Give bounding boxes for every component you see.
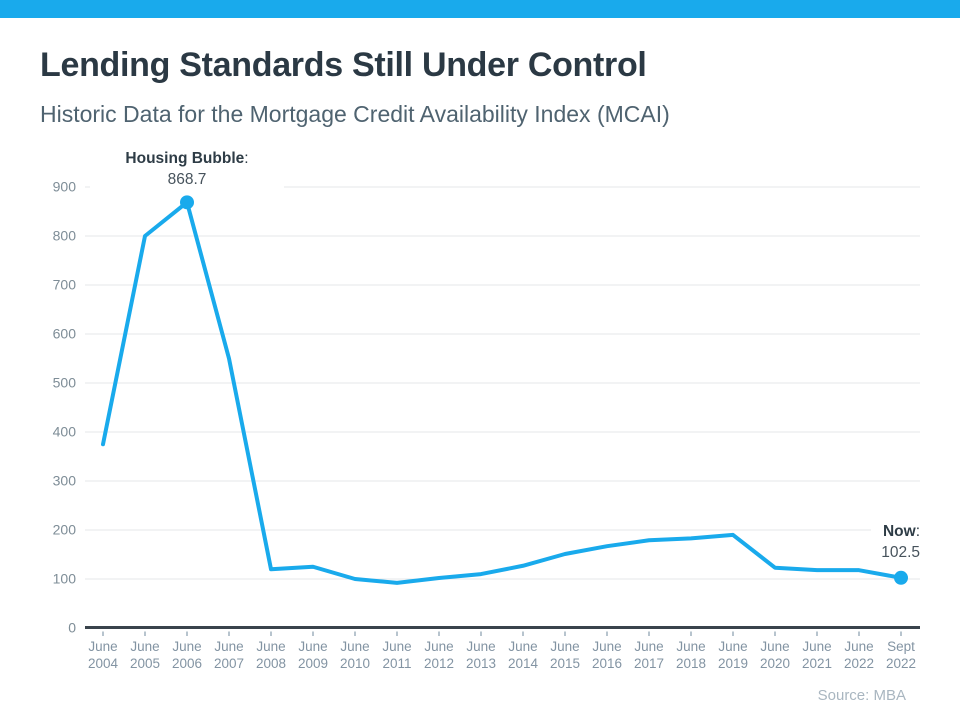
- x-tick-label-8: June 2012: [424, 639, 454, 671]
- y-tick-label-100: 100: [53, 571, 77, 587]
- now-annotation: Now: 102.5: [871, 521, 920, 563]
- x-tick-label-10: June 2014: [508, 639, 539, 671]
- x-tick-label-6: June 2010: [340, 639, 370, 671]
- x-tick-label-4: June 2008: [256, 639, 286, 671]
- x-tick-label-19: Sept 2022: [886, 639, 916, 671]
- source-credit: Source: MBA: [817, 687, 906, 704]
- y-tick-label-400: 400: [53, 424, 77, 440]
- data-point-marker-19: [894, 570, 908, 585]
- y-tick-label-800: 800: [53, 228, 77, 244]
- x-tick-label-1: June 2005: [130, 639, 160, 671]
- x-tick-label-17: June 2021: [802, 639, 832, 671]
- top-accent-bar: [0, 0, 960, 18]
- data-point-marker-2: [180, 195, 194, 210]
- x-tick-label-9: June 2013: [466, 639, 496, 671]
- now-annotation-title: Now:: [881, 521, 920, 542]
- peak-annotation: Housing Bubble: 868.7: [90, 148, 284, 190]
- y-tick-label-200: 200: [53, 522, 77, 538]
- now-annotation-separator: :: [915, 523, 920, 540]
- x-tick-label-5: June 2009: [298, 639, 328, 671]
- x-tick-label-14: June 2018: [676, 639, 706, 671]
- page-title: Lending Standards Still Under Control: [40, 46, 647, 84]
- x-tick-label-2: June 2006: [172, 639, 202, 671]
- peak-annotation-separator: :: [244, 150, 249, 167]
- y-tick-label-600: 600: [53, 326, 77, 342]
- x-tick-label-18: June 2022: [844, 639, 874, 671]
- x-tick-label-15: June 2019: [718, 639, 748, 671]
- y-tick-label-700: 700: [53, 277, 77, 293]
- x-tick-label-13: June 2017: [634, 639, 664, 671]
- x-tick-label-11: June 2015: [550, 639, 580, 671]
- y-tick-label-500: 500: [53, 375, 77, 391]
- now-annotation-label: Now: [882, 523, 916, 540]
- mcai-line: [101, 200, 903, 585]
- x-tick-label-3: June 2007: [214, 639, 244, 671]
- y-tick-label-0: 0: [68, 620, 76, 636]
- peak-annotation-value: 868.7: [167, 171, 207, 188]
- x-tick-label-16: June 2020: [760, 639, 790, 671]
- x-tick-label-12: June 2016: [592, 639, 622, 671]
- x-tick-label-0: June 2004: [88, 639, 119, 671]
- y-tick-label-900: 900: [53, 179, 77, 195]
- page-subtitle: Historic Data for the Mortgage Credit Av…: [40, 101, 670, 127]
- y-tick-label-300: 300: [53, 473, 77, 489]
- now-annotation-value: 102.5: [881, 544, 920, 561]
- peak-annotation-title: Housing Bubble:: [90, 148, 284, 169]
- x-tick-label-7: June 2011: [382, 639, 411, 671]
- peak-annotation-label: Housing Bubble: [125, 150, 245, 167]
